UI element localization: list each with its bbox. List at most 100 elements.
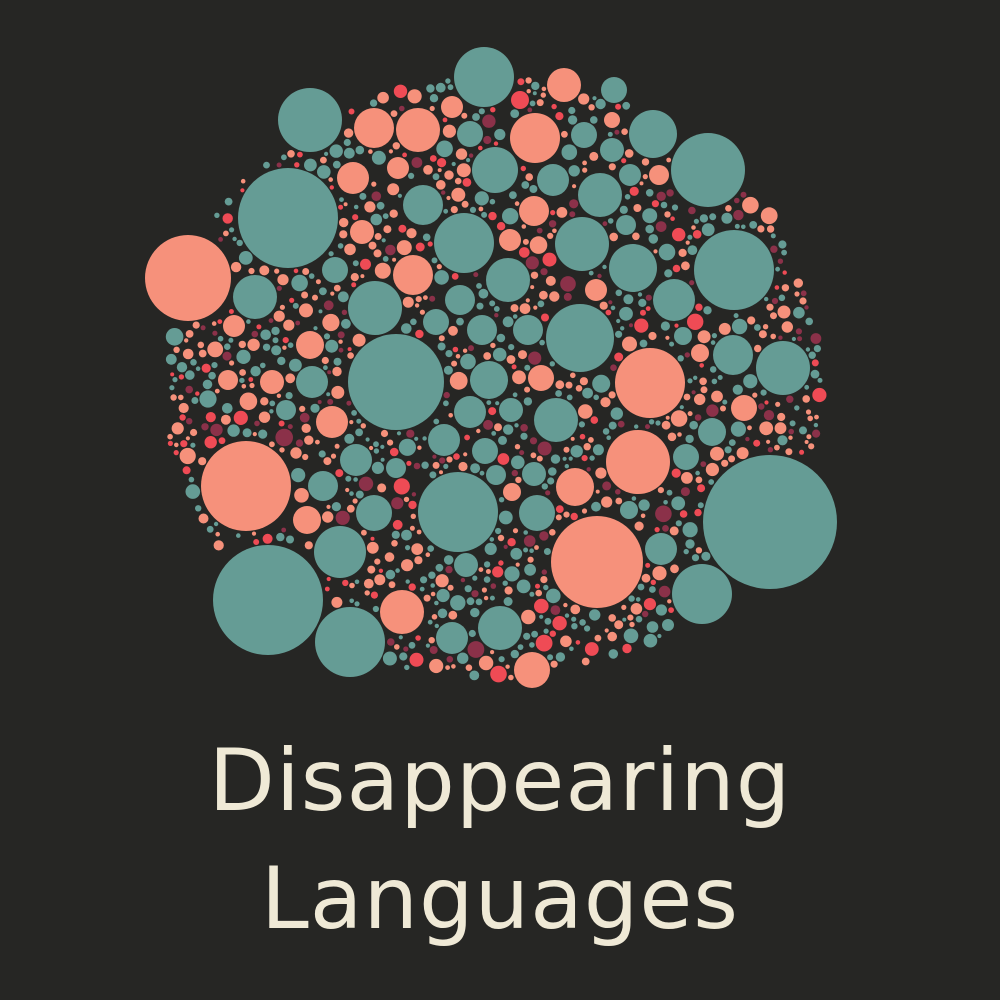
bubble <box>223 315 245 337</box>
bubble <box>562 456 567 461</box>
bubble <box>408 500 417 510</box>
bubble <box>262 343 271 351</box>
bubble <box>677 355 684 362</box>
bubble <box>325 339 339 353</box>
bubble <box>749 221 758 229</box>
bubble <box>708 479 715 485</box>
bubble <box>568 165 580 177</box>
bubble <box>450 206 458 214</box>
bubble <box>322 313 340 332</box>
bubble <box>520 424 528 432</box>
bubble <box>614 129 620 135</box>
bubble <box>239 377 245 384</box>
bubble <box>435 563 444 572</box>
bubble <box>391 497 404 510</box>
bubble <box>385 569 396 580</box>
bubble <box>476 283 482 289</box>
bubble <box>339 230 348 239</box>
bubble <box>638 298 647 307</box>
bubble <box>529 591 535 597</box>
bubble <box>513 315 543 345</box>
bubble <box>291 274 308 292</box>
bubble <box>571 122 597 148</box>
bubble <box>338 339 343 344</box>
bubble <box>427 545 435 552</box>
bubble <box>550 605 561 615</box>
bubble <box>687 245 698 256</box>
bubble <box>214 212 220 218</box>
bubble <box>807 415 813 422</box>
bubble <box>178 402 189 414</box>
bubble <box>665 335 670 340</box>
bubble <box>260 397 269 406</box>
bubble <box>650 579 656 585</box>
bubble <box>535 589 542 597</box>
bubble <box>528 351 542 365</box>
bubble <box>451 187 466 202</box>
bubble <box>489 595 495 601</box>
bubble <box>343 202 348 207</box>
bubble <box>521 609 536 625</box>
bubble <box>634 424 639 429</box>
bubble <box>734 197 740 204</box>
bubble <box>575 640 581 645</box>
bubble <box>778 240 787 249</box>
bubble <box>201 363 211 373</box>
bubble <box>170 372 175 377</box>
bubble <box>813 345 822 353</box>
bubble <box>460 577 466 583</box>
bubble <box>276 400 296 420</box>
bubble <box>731 318 748 335</box>
bubble <box>217 319 223 324</box>
bubble <box>476 428 481 434</box>
bubble <box>199 390 217 408</box>
bubble <box>569 199 579 209</box>
bubble <box>541 86 547 92</box>
bubble <box>654 527 660 533</box>
bubble <box>563 602 568 608</box>
bubble <box>550 454 561 464</box>
bubble <box>356 418 362 424</box>
bubble <box>212 330 218 336</box>
bubble <box>428 424 460 456</box>
bubble <box>694 393 706 406</box>
bubble <box>260 362 266 369</box>
bubble <box>324 151 329 156</box>
bubble <box>623 294 634 305</box>
bubble <box>432 173 440 181</box>
bubble <box>370 536 375 541</box>
bubble <box>337 331 345 339</box>
bubble <box>173 346 180 353</box>
bubble <box>542 252 557 267</box>
bubble <box>740 191 747 198</box>
bubble <box>238 340 246 349</box>
bubble <box>316 406 348 438</box>
bubble <box>328 177 334 182</box>
bubble <box>540 268 548 276</box>
bubble <box>552 228 557 234</box>
bubble <box>471 590 479 598</box>
bubble <box>276 162 282 168</box>
bubble <box>293 506 321 534</box>
bubble <box>173 450 179 456</box>
bubble <box>628 595 635 602</box>
bubble <box>483 561 491 568</box>
bubble <box>349 420 354 425</box>
bubble <box>670 216 675 221</box>
bubble <box>410 513 416 519</box>
bubble <box>464 434 470 441</box>
bubble <box>326 576 331 582</box>
bubble <box>360 274 365 279</box>
bubble <box>198 349 207 358</box>
bubble <box>631 496 637 501</box>
bubble <box>526 89 531 94</box>
bubble <box>495 527 502 535</box>
bubble <box>548 220 557 228</box>
bubble <box>619 164 641 186</box>
bubble <box>814 414 819 420</box>
bubble <box>608 300 613 305</box>
bubble <box>756 341 810 395</box>
bubble <box>361 529 367 536</box>
bubble <box>579 433 586 440</box>
bubble <box>443 208 449 214</box>
